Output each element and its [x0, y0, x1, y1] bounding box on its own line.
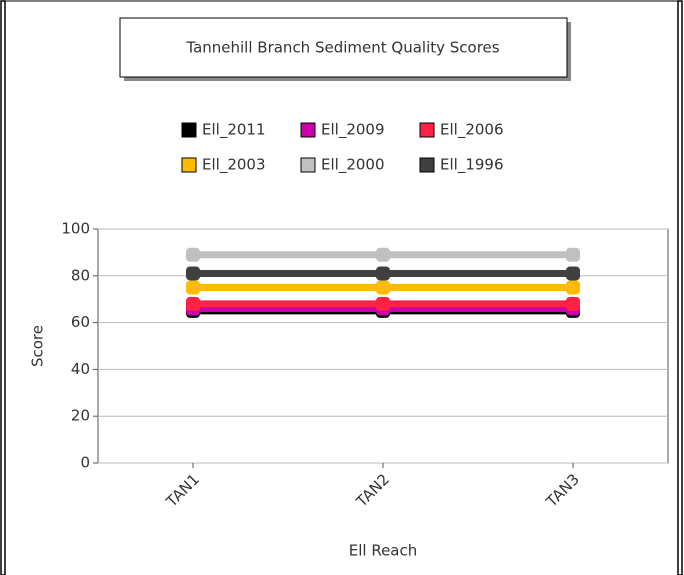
point [186, 247, 200, 262]
frame-right [677, 0, 683, 575]
chart-title: Tannehill Branch Sediment Quality Scores [185, 39, 499, 57]
x-axis-title: Ell Reach [349, 542, 418, 560]
legend-label: Ell_2011 [202, 121, 266, 140]
legend-swatch [181, 122, 197, 138]
legend-swatch [300, 157, 316, 173]
y-tick-label: 80 [71, 266, 90, 284]
legend-label: Ell_2009 [321, 121, 385, 140]
point [376, 266, 390, 281]
point [566, 296, 580, 311]
legend-swatch [419, 122, 435, 138]
x-tick-label: TAN2 [352, 470, 393, 511]
point [566, 247, 580, 262]
point [186, 280, 200, 295]
point [186, 266, 200, 281]
plot-area [97, 228, 669, 464]
x-tick-label: TAN3 [542, 470, 583, 511]
y-axis-title: Score [29, 325, 47, 367]
legend-label: Ell_2000 [321, 156, 385, 175]
y-tick-label: 0 [80, 454, 90, 472]
point [376, 280, 390, 295]
y-tick-label: 100 [61, 220, 90, 238]
point [186, 296, 200, 311]
legend-label: Ell_2003 [202, 156, 266, 175]
point [566, 266, 580, 281]
legend-swatch [419, 157, 435, 173]
x-tick-label: TAN1 [162, 470, 203, 511]
legend-swatch [300, 122, 316, 138]
legend-label: Ell_2006 [440, 121, 504, 140]
y-tick-label: 60 [71, 313, 90, 331]
legend-swatch [181, 157, 197, 173]
frame-left [0, 0, 6, 575]
point [566, 280, 580, 295]
title-box [119, 17, 568, 78]
y-tick-label: 40 [71, 360, 90, 378]
point [376, 296, 390, 311]
legend-label: Ell_1996 [440, 156, 504, 175]
y-tick-label: 20 [71, 407, 90, 425]
point [376, 247, 390, 262]
